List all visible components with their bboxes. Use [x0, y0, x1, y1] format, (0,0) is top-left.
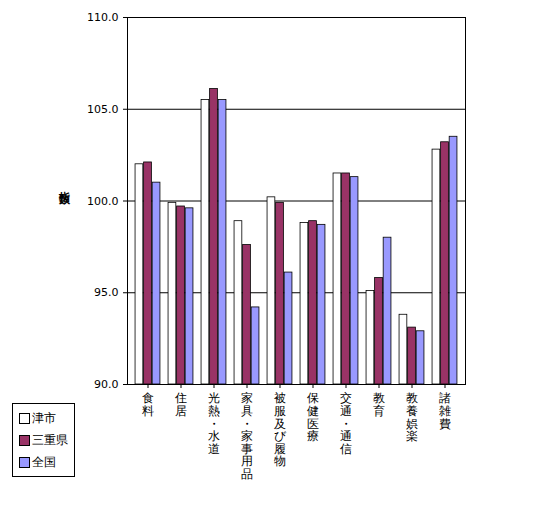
- svg-text:被服及び履物: 被服及び履物: [274, 391, 287, 468]
- svg-text:光熱・水道: 光熱・水道: [208, 391, 220, 455]
- svg-text:100.0: 100.0: [87, 195, 119, 208]
- svg-text:95.0: 95.0: [94, 286, 119, 299]
- svg-text:住居: 住居: [174, 391, 187, 418]
- svg-text:家具・家事用品: 家具・家事用品: [241, 391, 253, 481]
- svg-text:交通・通信: 交通・通信: [340, 391, 352, 455]
- svg-text:90.0: 90.0: [94, 378, 119, 391]
- svg-text:教養娯楽: 教養娯楽: [406, 391, 418, 443]
- html-text:津市: 津市: [32, 410, 56, 425]
- svg-text:食料: 食料: [142, 391, 154, 418]
- html-text:三重県: 三重県: [32, 432, 68, 447]
- svg-text:諸雑費: 諸雑費: [439, 391, 451, 430]
- html-text:指数: 指数: [58, 182, 71, 186]
- svg-text:保健医療: 保健医療: [307, 391, 319, 443]
- svg-text:教育: 教育: [373, 391, 385, 418]
- html-text:全国: 全国: [32, 454, 56, 469]
- svg-text:110.0: 110.0: [87, 11, 119, 24]
- svg-text:105.0: 105.0: [87, 103, 119, 116]
